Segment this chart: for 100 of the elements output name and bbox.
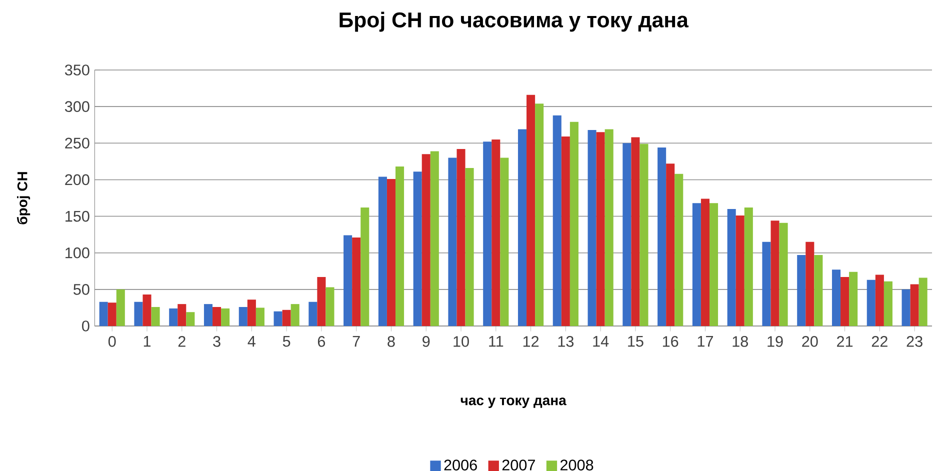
x-tick-label: 13	[558, 336, 574, 347]
bar	[274, 311, 282, 326]
bar	[221, 308, 230, 326]
x-tick-label: 22	[872, 336, 888, 347]
bar	[561, 136, 570, 326]
y-tick-label: 250	[65, 138, 90, 149]
bar	[344, 235, 352, 326]
x-tick-label: 2	[178, 336, 186, 347]
y-tick-label: 300	[64, 101, 90, 112]
chart-title: Број СН по часовима у току дана	[340, 12, 689, 32]
y-tick-label: 0	[82, 320, 90, 332]
x-tick-label: 8	[388, 336, 395, 347]
y-tick-label: 200	[65, 174, 90, 186]
bar	[178, 304, 186, 326]
x-tick-label: 3	[213, 336, 220, 347]
bar	[500, 158, 509, 326]
bar	[465, 168, 474, 326]
legend-label: 2006	[444, 460, 477, 470]
bar	[326, 287, 334, 326]
x-tick-label: 12	[523, 336, 539, 347]
bar	[622, 143, 632, 326]
bar	[456, 148, 466, 326]
bar	[535, 104, 544, 326]
bar	[483, 142, 492, 326]
bar	[884, 281, 892, 326]
x-tick-label: 23	[906, 336, 922, 347]
x-tick-label: 11	[489, 336, 504, 347]
y-tick-label: 150	[66, 210, 90, 222]
bar	[212, 306, 222, 326]
bar	[308, 302, 318, 326]
bar	[674, 174, 684, 326]
bar	[640, 144, 648, 326]
bar	[744, 208, 753, 326]
bar	[875, 274, 884, 326]
bar	[282, 310, 291, 326]
x-axis-title: час у току дана	[460, 398, 566, 408]
bar	[422, 154, 430, 326]
bar	[666, 164, 675, 326]
bar	[814, 255, 823, 326]
bar	[142, 294, 152, 326]
bar	[770, 220, 780, 326]
bar	[902, 289, 910, 326]
bar	[736, 216, 744, 326]
x-tick-label: 14	[593, 336, 609, 347]
bar	[169, 308, 178, 326]
x-tick-label: 6	[318, 336, 326, 347]
bar	[448, 158, 457, 326]
bar	[806, 242, 814, 326]
bar	[762, 242, 771, 326]
legend-label: 2007	[502, 460, 535, 470]
bar	[256, 308, 264, 326]
bar	[779, 222, 788, 326]
bar	[352, 237, 361, 326]
x-tick-label: 4	[248, 336, 256, 347]
bar	[710, 203, 718, 326]
bar	[386, 178, 396, 326]
bar	[570, 122, 578, 326]
bar	[692, 203, 701, 326]
bar	[134, 302, 143, 326]
bar	[552, 115, 562, 326]
bar	[849, 272, 858, 326]
y-tick-label: 50	[74, 284, 90, 295]
bar	[866, 280, 876, 326]
x-tick-label: 9	[422, 336, 430, 347]
x-tick-label: 16	[662, 336, 678, 347]
x-tick-label: 7	[352, 336, 360, 347]
bar	[360, 208, 370, 326]
bar	[108, 302, 116, 326]
bar	[840, 276, 850, 326]
bar	[918, 278, 928, 326]
bar	[290, 304, 300, 326]
x-tick-label: 5	[282, 336, 290, 347]
bar	[518, 129, 527, 326]
bar	[430, 151, 439, 326]
bar	[727, 208, 736, 326]
bar	[832, 270, 841, 326]
bar	[910, 284, 919, 326]
bar	[116, 289, 125, 326]
bar	[238, 306, 248, 326]
bar	[631, 137, 640, 326]
x-tick-label: 20	[802, 336, 818, 347]
bar	[700, 198, 710, 326]
bar	[492, 139, 500, 326]
x-tick-label: 21	[837, 336, 853, 347]
x-tick-label: 1	[144, 336, 151, 347]
x-tick-label: 17	[698, 336, 713, 347]
x-tick-label: 19	[768, 336, 783, 347]
bar	[204, 304, 213, 326]
bar	[526, 94, 536, 326]
y-tick-label: 100	[66, 247, 90, 258]
bar	[186, 312, 195, 326]
bar	[658, 148, 666, 326]
x-tick-label: 0	[108, 336, 116, 347]
x-tick-label: 10	[454, 336, 469, 347]
bar	[395, 166, 404, 326]
bar	[151, 306, 160, 326]
bar	[317, 276, 326, 326]
x-tick-label: 18	[732, 336, 748, 347]
legend-label: 2008	[560, 460, 594, 470]
bar	[378, 176, 387, 326]
